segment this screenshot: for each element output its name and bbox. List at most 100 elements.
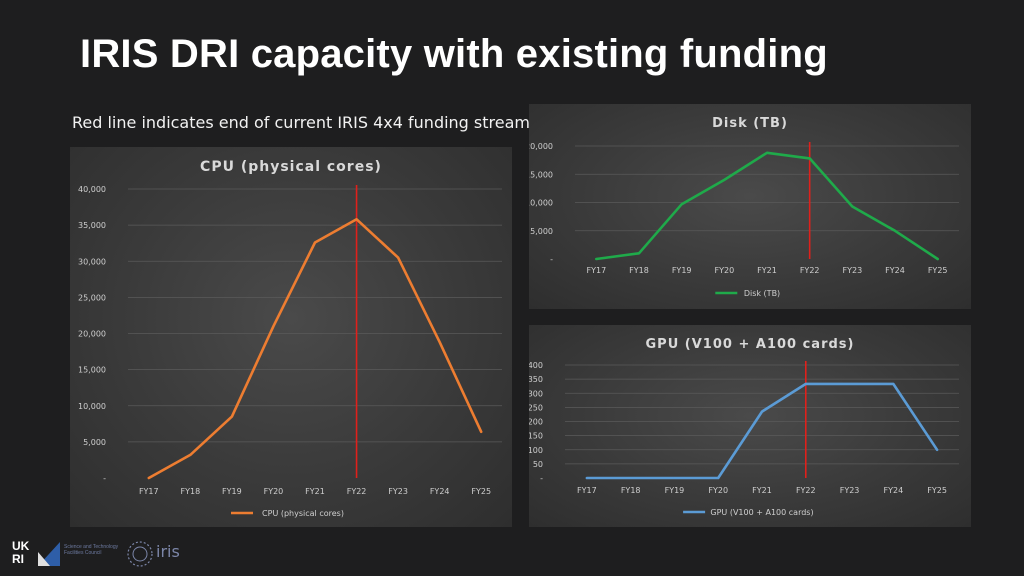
gpu-x-tick-label: FY18 [621,486,641,495]
disk-y-tick-label: - [550,255,553,264]
disk-data-point [638,252,640,255]
cpu-y-tick-label: 40,000 [78,185,106,194]
cpu-x-tick-label: FY22 [347,487,367,496]
gpu-data-point [804,383,807,385]
cpu-data-point [314,241,316,244]
disk-data-point [936,258,939,260]
cpu-x-tick-label: FY25 [471,487,491,496]
gpu-x-tick-label: FY21 [752,486,772,495]
gpu-y-tick-label: 150 [529,432,543,441]
cpu-chart-title: CPU (physical cores) [200,159,382,175]
gpu-x-tick-label: FY22 [796,486,816,495]
gpu-data-point [848,383,851,385]
cpu-data-point [147,477,150,479]
cpu-y-tick-label: 20,000 [78,330,106,339]
gpu-data-point [673,477,676,479]
gpu-x-tick-label: FY24 [883,486,903,495]
gpu-x-tick-label: FY20 [708,486,728,495]
gpu-chart-title: GPU (V100 + A100 cards) [646,337,855,352]
gpu-x-tick-label: FY17 [577,486,597,495]
disk-y-tick-label: 15,000 [529,170,553,179]
cpu-y-tick-label: 35,000 [78,221,106,230]
gpu-data-point [892,383,895,385]
disk-data-point [595,258,598,260]
disk-chart-panel: Disk (TB) - 5,000 10,000 15,000 20,000 FY17 FY1… [529,104,971,309]
cpu-x-tick-label: FY21 [305,487,325,496]
cpu-legend-label: CPU (physical cores) [262,509,344,518]
gpu-legend-label: GPU (V100 + A100 cards) [710,508,813,517]
iris-logo-text: iris [156,542,180,561]
cpu-data-point [480,430,483,433]
disk-x-tick-label: FY18 [629,266,649,275]
cpu-y-tick-label: 25,000 [78,293,106,302]
disk-x-tick-label: FY17 [586,266,606,275]
disk-y-tick-label: 5,000 [530,227,553,236]
disk-y-tick-label: 20,000 [529,142,553,151]
disk-data-point [680,203,683,205]
gpu-legend: GPU (V100 + A100 cards) [683,508,814,517]
cpu-legend: CPU (physical cores) [231,509,344,518]
disk-chart-title: Disk (TB) [712,116,788,131]
gpu-x-tick-label: FY23 [840,486,860,495]
disk-legend-label: Disk (TB) [744,289,780,298]
disk-chart: Disk (TB) - 5,000 10,000 15,000 20,000 FY17 FY1… [529,116,959,298]
disk-legend: Disk (TB) [715,289,780,298]
cpu-series-line [147,218,483,480]
gpu-y-tick-label: - [540,474,543,483]
gpu-data-point [717,477,720,479]
ukri-tagline: Science and Technology Facilities Counci… [64,544,119,556]
ukri-triangle-icon [38,542,60,566]
cpu-x-tick-label: FY18 [180,487,200,496]
disk-data-point [851,205,854,208]
slide-subtitle: Red line indicates end of current IRIS 4… [72,113,530,132]
ukri-logo: UK RI [12,539,30,566]
cpu-y-tick-label: 5,000 [83,438,106,447]
disk-y-tick-label: 10,000 [529,199,553,208]
gpu-y-tick-label: 350 [529,375,543,384]
gpu-y-tick-label: 300 [529,389,543,398]
disk-x-tick-label: FY19 [672,266,692,275]
disk-data-point [723,179,726,181]
gpu-y-tick-label: 200 [529,418,543,427]
disk-series-line [595,151,940,261]
disk-x-tick-label: FY20 [714,266,734,275]
gpu-chart: GPU (V100 + A100 cards) - 50 100 150 200 250 30… [529,337,959,517]
disk-x-tick-label: FY21 [757,266,777,275]
cpu-data-point [231,415,233,418]
cpu-y-tick-label: 30,000 [78,257,106,266]
cpu-x-tick-label: FY24 [430,487,450,496]
disk-x-tick-label: FY25 [928,266,948,275]
cpu-x-tick-label: FY19 [222,487,242,496]
gpu-y-tick-label: 250 [529,403,543,412]
cpu-x-tick-label: FY20 [264,487,284,496]
cpu-y-tick-label: - [103,474,106,483]
cpu-data-point [397,256,399,259]
disk-data-point [808,157,811,160]
iris-logo-icon [127,541,153,567]
gpu-x-tick-label: FY19 [665,486,685,495]
cpu-data-point [355,218,358,221]
gpu-y-tick-label: 400 [529,361,543,370]
cpu-data-point [189,454,192,456]
disk-data-point [894,229,896,232]
cpu-x-tick-label: FY17 [139,487,159,496]
cpu-chart-panel: CPU (physical cores) - 5,000 10,000 15,000 20… [70,147,512,527]
slide-title: IRIS DRI capacity with existing funding [80,32,828,76]
disk-data-point [766,151,768,154]
disk-x-tick-label: FY24 [885,266,905,275]
disk-x-tick-label: FY22 [800,266,820,275]
gpu-data-point [761,410,763,413]
cpu-data-point [438,341,441,343]
gpu-x-tick-label: FY25 [927,486,947,495]
cpu-chart: CPU (physical cores) - 5,000 10,000 15,000 20… [78,159,502,518]
gpu-y-tick-label: 100 [529,446,543,455]
cpu-x-tick-label: FY23 [388,487,408,496]
gpu-data-point [629,477,632,479]
cpu-y-tick-label: 10,000 [78,402,106,411]
gpu-data-point [586,477,588,479]
gpu-data-point [936,448,938,451]
cpu-y-tick-label: 15,000 [78,366,106,375]
gpu-y-tick-label: 50 [533,460,543,469]
gpu-chart-panel: GPU (V100 + A100 cards) - 50 100 150 200 250 30… [529,325,971,527]
cpu-data-point [272,325,275,328]
